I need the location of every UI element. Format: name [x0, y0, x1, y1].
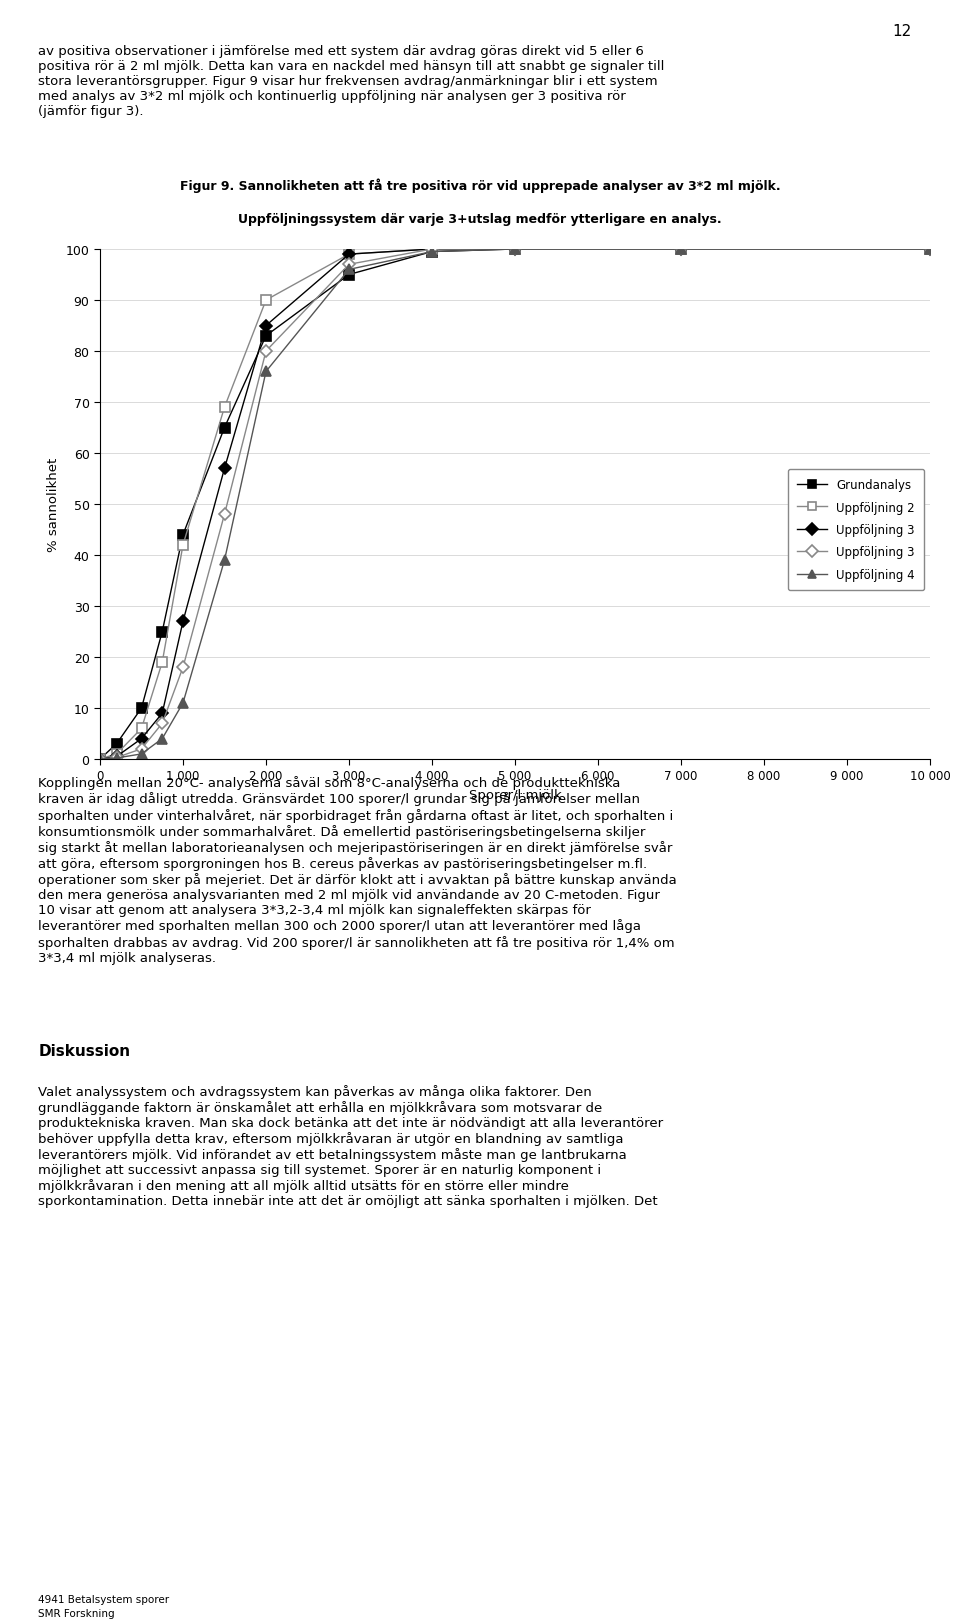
X-axis label: Sporer/l mjölk: Sporer/l mjölk	[468, 789, 562, 802]
Text: Uppföljningssystem där varje 3+utslag medför ytterligare en analys.: Uppföljningssystem där varje 3+utslag me…	[238, 213, 722, 226]
Text: 4941 Betalsystem sporer: 4941 Betalsystem sporer	[38, 1594, 170, 1604]
Text: Diskussion: Diskussion	[38, 1044, 131, 1058]
Y-axis label: % sannolikhet: % sannolikhet	[47, 458, 60, 552]
Legend: Grundanalys, Uppföljning 2, Uppföljning 3, Uppföljning 3, Uppföljning 4: Grundanalys, Uppföljning 2, Uppföljning …	[787, 469, 924, 591]
Text: SMR Forskning: SMR Forskning	[38, 1608, 115, 1618]
Text: Kopplingen mellan 20°C- analyserna såväl som 8°C-analyserna och de produktteknis: Kopplingen mellan 20°C- analyserna såväl…	[38, 776, 677, 964]
Text: Figur 9. Sannolikheten att få tre positiva rör vid upprepade analyser av 3*2 ml : Figur 9. Sannolikheten att få tre positi…	[180, 179, 780, 193]
Text: 12: 12	[893, 24, 912, 39]
Text: av positiva observationer i jämförelse med ett system där avdrag göras direkt vi: av positiva observationer i jämförelse m…	[38, 45, 664, 118]
Text: Valet analyssystem och avdragssystem kan påverkas av många olika faktorer. Den
g: Valet analyssystem och avdragssystem kan…	[38, 1084, 663, 1208]
